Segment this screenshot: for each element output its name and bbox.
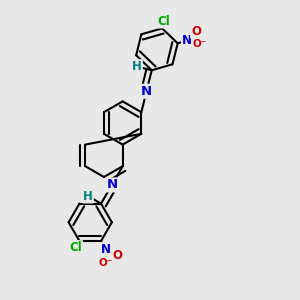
Text: N: N bbox=[101, 243, 111, 256]
Text: N: N bbox=[182, 34, 192, 47]
Text: O⁻: O⁻ bbox=[99, 257, 113, 268]
Text: O: O bbox=[112, 249, 122, 262]
Text: Cl: Cl bbox=[69, 241, 82, 254]
Text: N: N bbox=[106, 178, 117, 191]
Text: H: H bbox=[132, 60, 142, 73]
Text: N: N bbox=[141, 85, 152, 98]
Text: O: O bbox=[191, 25, 201, 38]
Text: O⁻: O⁻ bbox=[193, 39, 207, 49]
Text: Cl: Cl bbox=[158, 14, 170, 28]
Text: H: H bbox=[83, 190, 93, 202]
